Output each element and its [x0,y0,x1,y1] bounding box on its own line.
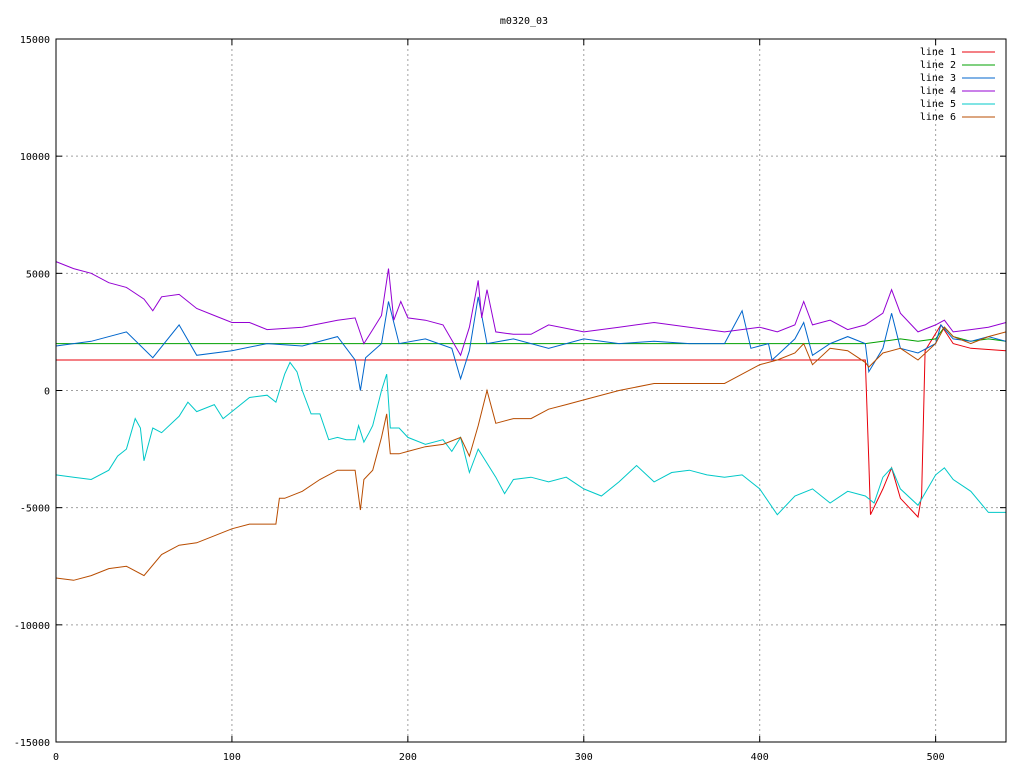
x-tick-label: 300 [575,752,593,763]
x-tick-label: 200 [399,752,417,763]
series-line-1 [56,323,1007,519]
series-line-2 [56,326,1007,345]
series-line-4 [55,261,1007,357]
x-tick-label: 400 [751,752,769,763]
y-tick-label: 5000 [26,269,50,280]
series-line-5 [55,361,1006,516]
chart-title: m0320_03 [500,16,548,27]
x-tick-label: 100 [223,752,241,763]
legend-label-5: line 5 [920,99,956,110]
y-tick-label: -5000 [20,504,50,515]
grid [56,39,1006,742]
x-tick-label: 500 [927,752,945,763]
legend-label-3: line 3 [920,73,956,84]
series-line-3 [55,296,1007,391]
y-tick-label: 15000 [20,35,50,46]
y-tick-label: -10000 [14,621,50,632]
legend-label-6: line 6 [920,112,956,123]
series-line-6 [55,326,1007,581]
legend-label-1: line 1 [920,47,956,58]
y-tick-label: 0 [44,387,50,398]
series-lines [55,261,1007,581]
x-tick-label: 0 [53,752,59,763]
axis-ticks: -15000 -10000 -5000 0 5000 10000 15000 0 100 200 3… [14,35,1006,763]
legend-label-2: line 2 [920,60,956,71]
legend: line 1 line 2 line 3 line 4 line 5 line 6 [920,47,995,123]
legend-label-4: line 4 [920,86,956,97]
y-tick-label: 10000 [20,152,50,163]
y-tick-label: -15000 [14,738,50,749]
